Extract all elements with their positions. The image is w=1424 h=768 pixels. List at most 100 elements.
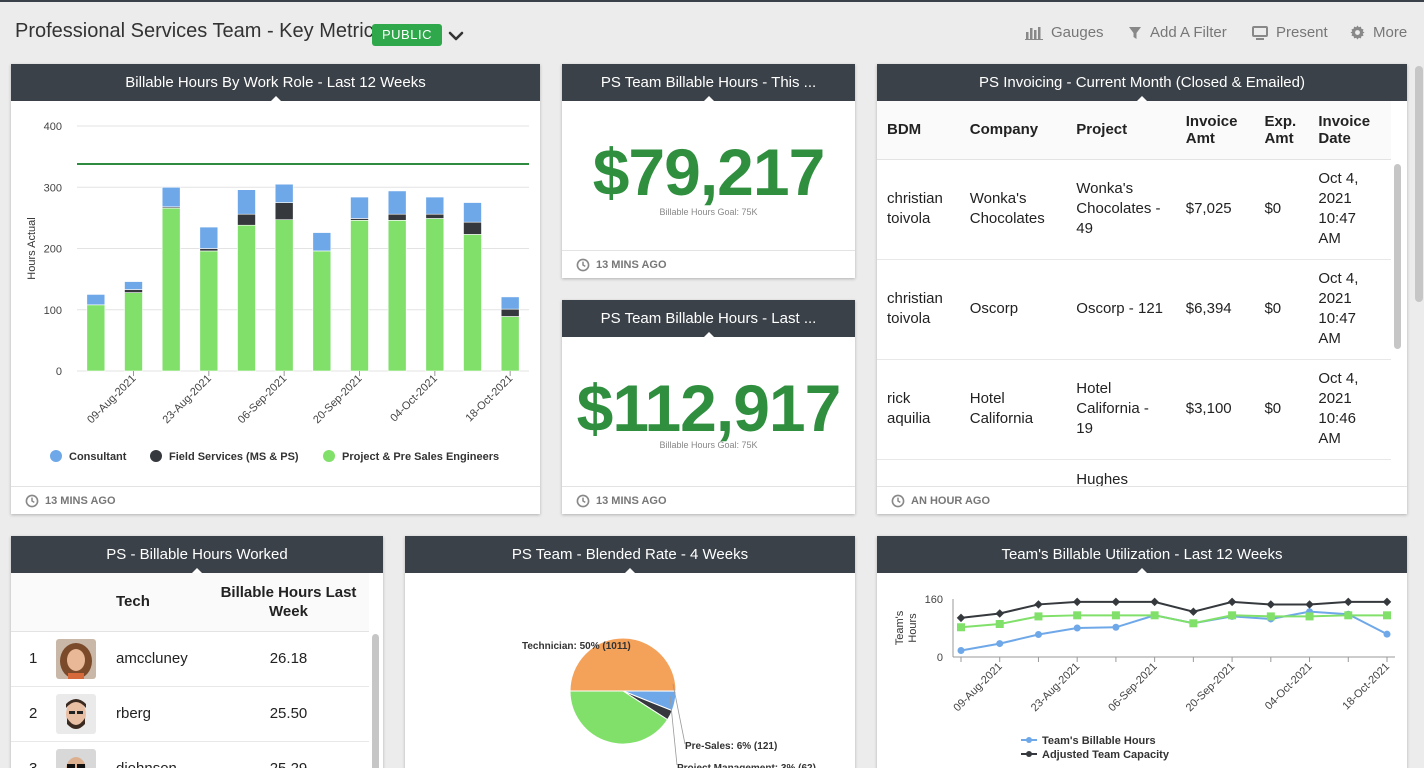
avatar <box>56 638 96 679</box>
invoice-scrollbar[interactable] <box>1394 164 1401 349</box>
billable-this-value: $79,217 <box>592 135 826 209</box>
table-cell <box>877 459 960 486</box>
page-scrollbar[interactable] <box>1415 66 1423 302</box>
table-cell: Hotel California - 19 <box>1066 359 1176 460</box>
column-header[interactable]: Tech <box>106 573 208 632</box>
x-tick-label: 20-Sep-2021 <box>311 373 364 426</box>
table-row[interactable]: Hughes <box>877 459 1391 486</box>
table-row[interactable]: 2 rberg 25.50 <box>11 686 369 742</box>
column-header[interactable]: Invoice Amt <box>1175 101 1255 160</box>
bar-segment <box>500 316 520 372</box>
x-tick-label: 18-Oct-2021 <box>464 373 516 425</box>
bar-chart-icon <box>1025 26 1043 40</box>
legend-marker <box>323 450 335 462</box>
x-tick-label: 23-Aug-2021 <box>1029 661 1082 714</box>
bar-segment <box>425 218 445 372</box>
add-filter-label: Add A Filter <box>1150 24 1227 41</box>
column-header[interactable]: BDM <box>877 101 960 160</box>
bar-segment <box>237 189 256 215</box>
legend-label: Consultant <box>69 451 127 463</box>
data-point <box>1344 611 1353 620</box>
more-label: More <box>1373 24 1408 41</box>
series-line <box>960 600 1387 619</box>
table-cell: Wonka's Chocolates - 49 <box>1066 159 1176 260</box>
table-cell: Oscorp - 121 <box>1066 259 1176 360</box>
blended-rate-card: PS Team - Blended Rate - 4 Weeks Technic… <box>405 536 855 768</box>
table-cell: $0 <box>1254 259 1309 360</box>
bar-segment <box>463 202 482 223</box>
data-point <box>1034 631 1042 639</box>
gauges-button[interactable]: Gauges <box>1025 24 1104 41</box>
add-filter-button[interactable]: Add A Filter <box>1128 24 1227 41</box>
filter-icon <box>1129 26 1141 39</box>
column-header[interactable]: Company <box>959 101 1067 160</box>
data-point <box>1228 611 1237 620</box>
updated-text: AN HOUR AGO <box>911 495 991 507</box>
bar-segment <box>161 186 181 208</box>
chevron-down-icon[interactable] <box>446 26 466 46</box>
column-header[interactable]: Billable Hours Last Week <box>208 573 369 632</box>
pie-label: Project Management: 3% (62) <box>677 763 816 768</box>
data-point <box>1382 597 1392 607</box>
rank-cell: 2 <box>11 686 56 742</box>
present-button[interactable]: Present <box>1252 24 1328 41</box>
bar-segment <box>124 292 143 372</box>
bar-segment <box>463 234 482 372</box>
legend-label: Field Services (MS & PS) <box>169 451 299 463</box>
bar-segment <box>425 196 445 215</box>
bar-segment <box>237 224 256 372</box>
data-point <box>1073 624 1081 632</box>
hours-worked-title: PS - Billable Hours Worked <box>11 536 383 573</box>
data-point <box>996 640 1004 648</box>
pie-slice <box>569 637 677 692</box>
bar-segment <box>350 196 369 219</box>
data-point <box>1111 597 1121 607</box>
table-row[interactable]: christian toivola Oscorp Oscorp - 121 $6… <box>877 259 1391 360</box>
x-tick-label: 09-Aug-2021 <box>951 661 1004 714</box>
y-tick-label: 100 <box>44 305 62 317</box>
invoicing-card: PS Invoicing - Current Month (Closed & E… <box>877 64 1407 514</box>
bar-segment <box>312 250 332 372</box>
pie-label: Pre-Sales: 6% (121) <box>685 741 777 752</box>
y-tick-label: 400 <box>44 121 62 133</box>
billable-last-title: PS Team Billable Hours - Last ... <box>562 300 855 337</box>
data-point <box>1227 597 1237 607</box>
card-footer: AN HOUR AGO <box>877 486 1407 514</box>
invoice-table: BDM Company Project Invoice Amt Exp. Amt… <box>877 101 1391 486</box>
more-button[interactable]: More <box>1350 24 1407 41</box>
legend-marker <box>1026 737 1032 743</box>
table-row[interactable]: 3 djohnson 25.29 <box>11 741 369 768</box>
table-cell: Hughes <box>1066 459 1176 486</box>
table-cell: Wonka's Chocolates <box>959 159 1067 260</box>
table-row[interactable]: christian toivola Wonka's Chocolates Won… <box>877 159 1391 260</box>
data-point <box>1034 612 1043 621</box>
table-cell: christian toivola <box>877 259 960 360</box>
y-tick-label: 300 <box>44 182 62 194</box>
bar-segment <box>387 190 407 215</box>
table-row[interactable]: 1 amccluney 26.18 <box>11 631 369 687</box>
rank-cell: 3 <box>11 741 56 768</box>
pie-label: Technician: 50% (1011) <box>522 641 631 652</box>
legend-marker <box>1026 751 1032 757</box>
table-cell: Oct 4, 2021 10:47 AM <box>1308 259 1391 360</box>
column-header[interactable]: Project <box>1066 101 1176 160</box>
column-header[interactable]: Invoice Date <box>1308 101 1391 160</box>
utilization-card: Team's Billable Utilization - Last 12 We… <box>877 536 1407 768</box>
table-cell: Oscorp <box>959 259 1067 360</box>
table-row[interactable]: rick aquilia Hotel California Hotel Cali… <box>877 359 1391 460</box>
hours-scrollbar[interactable] <box>372 634 379 768</box>
visibility-badge[interactable]: PUBLIC <box>372 24 442 46</box>
clock-icon <box>25 494 39 508</box>
utilization-title: Team's Billable Utilization - Last 12 We… <box>877 536 1407 573</box>
data-point <box>1150 611 1159 620</box>
data-point <box>1305 600 1314 609</box>
bar-segment <box>350 220 369 372</box>
gear-icon <box>1350 25 1365 40</box>
pie-leader-line <box>669 695 678 766</box>
updated-text: 13 MINS AGO <box>596 259 667 271</box>
column-header[interactable]: Exp. Amt <box>1254 101 1309 160</box>
data-point <box>1112 623 1120 631</box>
table-cell: $0 <box>1254 159 1309 260</box>
gauges-label: Gauges <box>1051 24 1104 41</box>
table-cell: Oct 4, 2021 10:47 AM <box>1308 159 1391 260</box>
